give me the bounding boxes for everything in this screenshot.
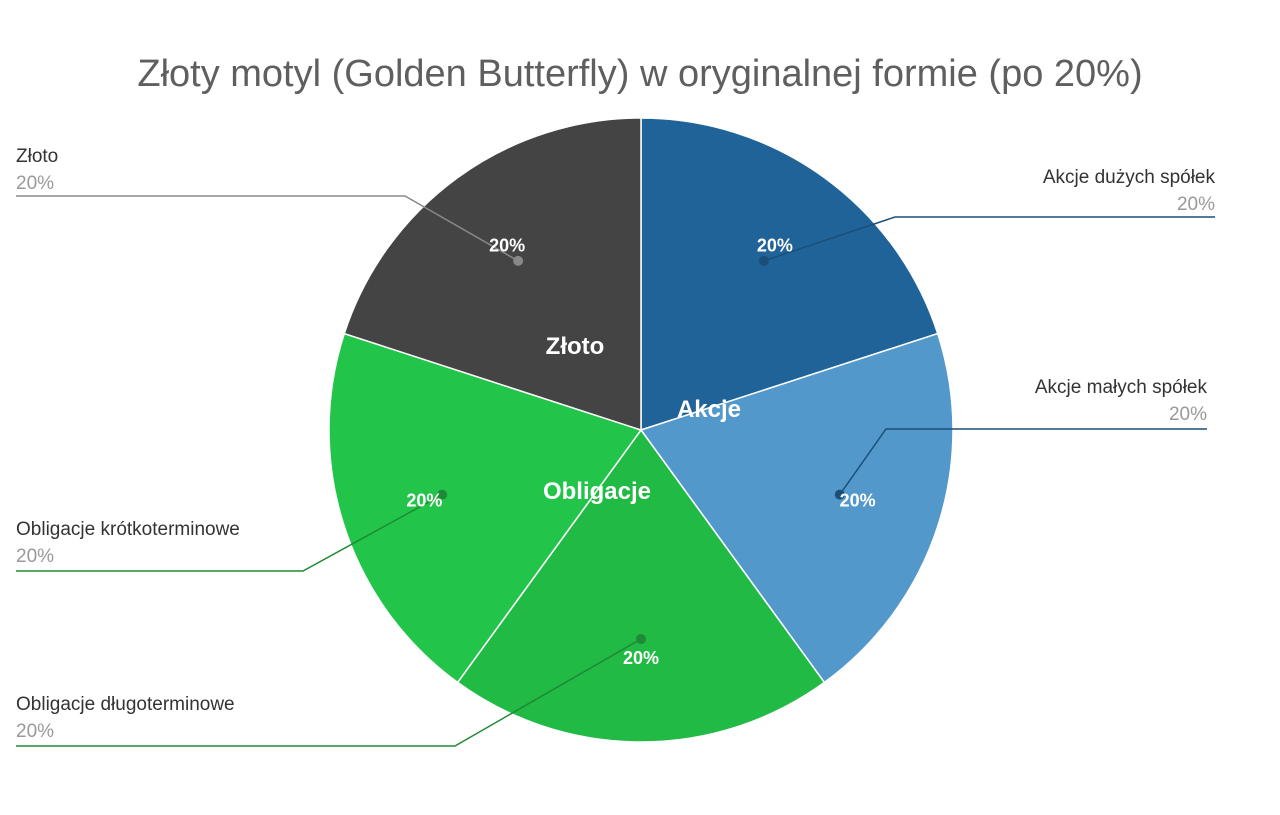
leader-line bbox=[16, 493, 443, 572]
pie-slice-akcje-malych bbox=[639, 332, 954, 684]
slice-percent-label: 20% bbox=[840, 490, 876, 510]
leader-dot bbox=[437, 489, 448, 500]
leader-lines-layer bbox=[16, 195, 1215, 747]
pie-slice-oblig-krotko bbox=[328, 332, 643, 684]
side-label-value: 20% bbox=[16, 173, 54, 194]
side-label-name: Akcje dużych spółek bbox=[1043, 167, 1216, 188]
leader-line bbox=[16, 195, 519, 262]
leader-dot bbox=[758, 255, 769, 266]
leader-dot bbox=[636, 634, 646, 645]
leader-dot bbox=[513, 255, 524, 266]
side-label-name: Złoto bbox=[16, 146, 58, 167]
group-label: Obligacje bbox=[543, 478, 651, 505]
side-label-value: 20% bbox=[1177, 194, 1215, 215]
slices-layer bbox=[328, 117, 954, 743]
side-label-name: Akcje małych spółek bbox=[1035, 377, 1208, 398]
side-label-name: Obligacje długoterminowe bbox=[16, 694, 235, 715]
pie-slice-akcje-duzych bbox=[640, 117, 939, 432]
leader-line bbox=[839, 428, 1207, 496]
side-label-value: 20% bbox=[1169, 404, 1207, 425]
side-label-value: 20% bbox=[16, 721, 54, 742]
group-label: Akcje bbox=[677, 396, 741, 423]
pie-slice-oblig-dlugo bbox=[456, 428, 826, 743]
labels-layer: 20% Akcje dużych spółek 20% 20% Akcje małych… bbox=[16, 146, 1215, 742]
slice-percent-label: 20% bbox=[489, 236, 525, 256]
side-label-name: Obligacje krótkoterminowe bbox=[16, 519, 240, 540]
pie-slice-zloto bbox=[343, 117, 642, 432]
slice-percent-label: 20% bbox=[623, 648, 659, 668]
slice-percent-label: 20% bbox=[406, 490, 442, 510]
group-label: Złoto bbox=[546, 333, 605, 360]
chart-title: Złoty motyl (Golden Butterfly) w orygina… bbox=[137, 53, 1142, 95]
leader-line bbox=[763, 216, 1215, 262]
side-label-value: 20% bbox=[16, 546, 54, 567]
leader-dot bbox=[834, 489, 845, 500]
slice-percent-label: 20% bbox=[757, 236, 793, 256]
leader-line bbox=[16, 638, 642, 747]
